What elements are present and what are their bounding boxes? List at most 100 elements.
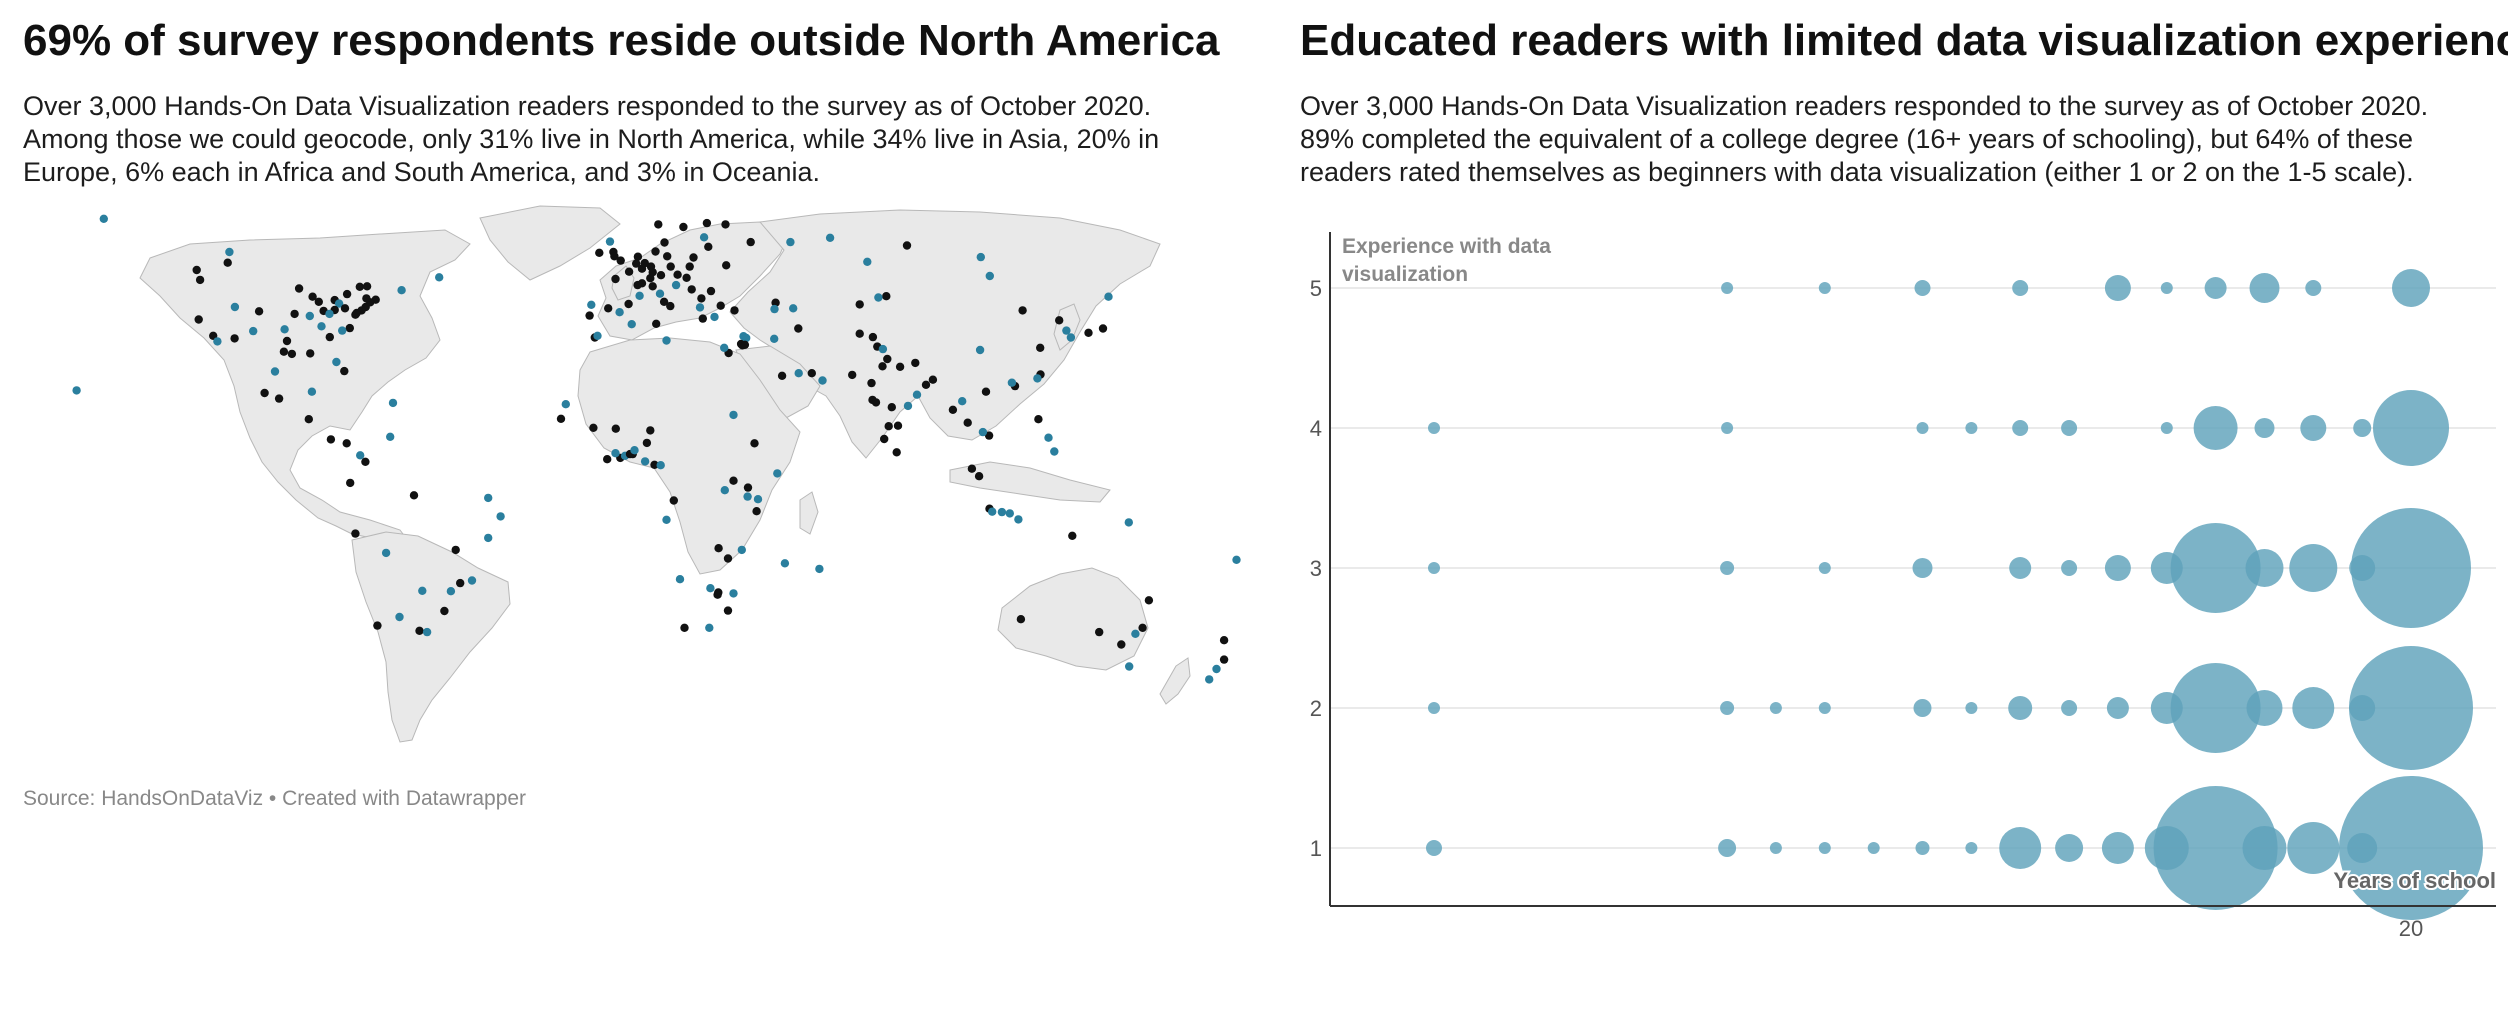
- bubble: [1721, 422, 1734, 434]
- land-greenland: [479, 205, 621, 281]
- respondent-dot: [356, 451, 365, 460]
- respondent-dot: [682, 273, 691, 282]
- respondent-dot: [1095, 627, 1104, 637]
- respondent-dot: [610, 252, 619, 261]
- respondent-dot: [698, 314, 707, 323]
- bubble: [2106, 697, 2129, 719]
- respondent-dot: [355, 282, 364, 291]
- bubble: [2104, 275, 2131, 301]
- respondent-dot: [689, 253, 698, 262]
- respondent-dot: [305, 311, 314, 321]
- respondent-dot: [294, 284, 304, 293]
- bubble: [2012, 420, 2029, 436]
- respondent-dot: [99, 214, 109, 223]
- bubble: [2351, 508, 2471, 628]
- respondent-dot: [352, 308, 361, 318]
- respondent-dot: [340, 304, 350, 313]
- bubble: [1965, 842, 1978, 854]
- bubble: [1818, 842, 1831, 854]
- respondent-dot: [656, 271, 666, 280]
- respondent-dot: [585, 311, 594, 320]
- map-title: 69% of survey respondents reside outside…: [23, 16, 1220, 65]
- world-map: [72, 205, 1241, 743]
- y-tick-label: 1: [1310, 836, 1322, 861]
- respondent-dot: [280, 325, 289, 334]
- respondent-dot: [1117, 640, 1126, 649]
- bubble: [1769, 702, 1782, 714]
- respondent-dot: [381, 548, 391, 558]
- respondent-dot: [662, 336, 671, 345]
- respondent-dot: [697, 294, 706, 303]
- respondent-dot: [752, 507, 761, 516]
- respondent-dot: [627, 320, 636, 329]
- bubble: [1916, 422, 1929, 434]
- respondent-dot: [963, 418, 972, 427]
- respondent-dot: [699, 233, 709, 242]
- respondent-dot: [893, 421, 903, 430]
- respondent-dot: [624, 267, 634, 276]
- respondent-dot: [587, 300, 596, 309]
- chart-description: Over 3,000 Hands-On Data Visualization r…: [1300, 90, 2428, 189]
- map-description: Over 3,000 Hands-On Data Visualization r…: [23, 90, 1159, 189]
- bubble: [2104, 555, 2131, 581]
- respondent-dot: [685, 262, 694, 271]
- respondent-dot: [1062, 326, 1071, 335]
- respondent-dot: [975, 345, 985, 355]
- respondent-dot: [892, 448, 901, 457]
- respondent-dot: [652, 319, 661, 328]
- map-panel: 69% of survey respondents reside outside…: [23, 16, 1241, 810]
- respondent-dot: [290, 309, 299, 319]
- bubble: [2160, 282, 2173, 294]
- respondent-dot: [722, 261, 731, 270]
- bubble: [2061, 700, 2078, 716]
- respondent-dot: [1205, 675, 1214, 684]
- respondent-dot: [317, 322, 326, 331]
- respondent-dot: [338, 326, 347, 335]
- respondent-dot: [346, 478, 355, 488]
- respondent-dot: [1005, 509, 1014, 518]
- respondent-dot: [679, 222, 688, 232]
- respondent-dot: [287, 349, 297, 359]
- respondent-dot: [883, 354, 892, 364]
- respondent-dot: [780, 559, 790, 568]
- bubble: [2246, 690, 2283, 726]
- respondent-dot: [1018, 306, 1027, 315]
- respondent-dot: [786, 237, 795, 247]
- respondent-dot: [1014, 515, 1023, 524]
- respondent-dot: [912, 390, 922, 399]
- respondent-dot: [589, 423, 598, 432]
- respondent-dot: [467, 576, 477, 585]
- respondent-dot: [1055, 316, 1064, 325]
- bubble: [1999, 827, 2042, 869]
- respondent-dot: [746, 237, 755, 247]
- bubble: [2170, 663, 2261, 753]
- respondent-dot: [704, 242, 713, 251]
- bubble: [2287, 822, 2340, 874]
- bubble: [2300, 415, 2327, 441]
- respondent-dot: [882, 292, 891, 301]
- respondent-dot: [260, 388, 269, 398]
- respondent-dot: [807, 369, 816, 378]
- respondent-dot: [194, 315, 203, 324]
- respondent-dot: [304, 415, 313, 424]
- respondent-dot: [435, 273, 444, 282]
- respondent-dot: [948, 405, 958, 414]
- respondent-dot: [1033, 374, 1042, 383]
- respondent-dot: [706, 286, 716, 296]
- respondent-dot: [282, 336, 292, 346]
- respondent-dot: [249, 326, 258, 336]
- bubble-chart-panel: Educated readers with limited data visua…: [1300, 0, 2508, 1032]
- respondent-dot: [451, 545, 460, 555]
- respondent-dot: [274, 394, 284, 403]
- respondent-dot: [884, 422, 893, 431]
- respondent-dot: [818, 376, 827, 385]
- respondent-dot: [362, 282, 372, 291]
- respondent-dot: [72, 386, 81, 395]
- bubble: [2170, 523, 2261, 613]
- land-australia: [997, 567, 1149, 671]
- respondent-dot: [593, 331, 602, 340]
- respondent-dot: [415, 626, 424, 635]
- respondent-dot: [981, 387, 991, 396]
- respondent-dot: [270, 367, 280, 376]
- respondent-dot: [611, 274, 620, 284]
